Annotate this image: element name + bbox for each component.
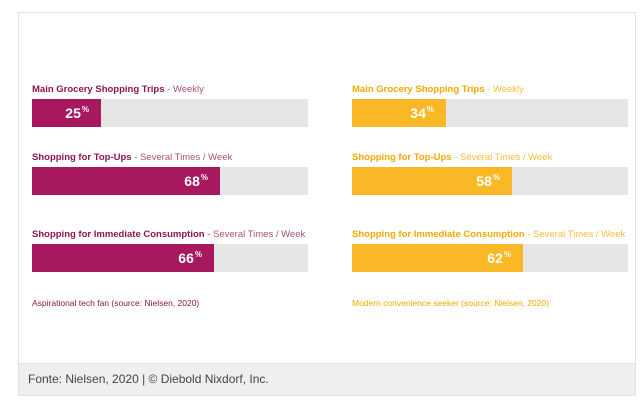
category-label: Shopping for Top-Ups	[352, 152, 452, 163]
data-label: 34%	[410, 105, 434, 121]
bar-track: 62%	[352, 244, 628, 272]
bar-track: 25%	[32, 99, 308, 127]
bar-row: Shopping for Immediate Consumption - Sev…	[352, 228, 628, 272]
bar	[352, 244, 523, 272]
bar	[32, 167, 220, 195]
source-note: Aspirational tech fan (source: Nielsen, …	[32, 298, 200, 308]
data-label: 68%	[184, 173, 208, 189]
frequency-label: - Several Times / Week	[451, 152, 553, 163]
data-label: 62%	[487, 250, 511, 266]
bar-title: Main Grocery Shopping Trips - Weekly	[32, 83, 308, 97]
bar-row: Main Grocery Shopping Trips - Weekly 25%	[32, 83, 308, 127]
source-note: Modern convenience seeker (source: Niels…	[352, 298, 550, 308]
frequency-label: - Several Times / Week	[204, 229, 306, 240]
image-caption: Fonte: Nielsen, 2020 | © Diebold Nixdorf…	[18, 364, 636, 396]
chart-frame: Main Grocery Shopping Trips - Weekly 25% S…	[18, 12, 636, 364]
frequency-label: - Weekly	[484, 84, 524, 95]
bar-track: 66%	[32, 244, 308, 272]
bar-row: Main Grocery Shopping Trips - Weekly 34%	[352, 83, 628, 127]
bar-title: Shopping for Top-Ups - Several Times / W…	[352, 151, 628, 165]
category-label: Main Grocery Shopping Trips	[32, 84, 165, 95]
bar	[352, 167, 512, 195]
bar-title: Shopping for Immediate Consumption - Sev…	[352, 228, 628, 242]
frequency-label: - Several Times / Week	[524, 229, 626, 240]
category-label: Shopping for Top-Ups	[32, 152, 132, 163]
bar-track: 68%	[32, 167, 308, 195]
bar-title: Shopping for Top-Ups - Several Times / W…	[32, 151, 308, 165]
bar	[32, 244, 214, 272]
bar	[32, 99, 101, 127]
data-label: 58%	[476, 173, 500, 189]
bar-track: 58%	[352, 167, 628, 195]
bar-title: Main Grocery Shopping Trips - Weekly	[352, 83, 628, 97]
data-label: 66%	[178, 250, 202, 266]
bar-title: Shopping for Immediate Consumption - Sev…	[32, 228, 308, 242]
bar-track: 34%	[352, 99, 628, 127]
category-label: Main Grocery Shopping Trips	[352, 84, 485, 95]
bar	[352, 99, 446, 127]
bar-row: Shopping for Immediate Consumption - Sev…	[32, 228, 308, 272]
category-label: Shopping for Immediate Consumption	[352, 229, 525, 240]
frequency-label: - Several Times / Week	[131, 152, 233, 163]
bar-row: Shopping for Top-Ups - Several Times / W…	[352, 151, 628, 195]
category-label: Shopping for Immediate Consumption	[32, 229, 205, 240]
frequency-label: - Weekly	[164, 84, 204, 95]
data-label: 25%	[65, 105, 89, 121]
bar-row: Shopping for Top-Ups - Several Times / W…	[32, 151, 308, 195]
